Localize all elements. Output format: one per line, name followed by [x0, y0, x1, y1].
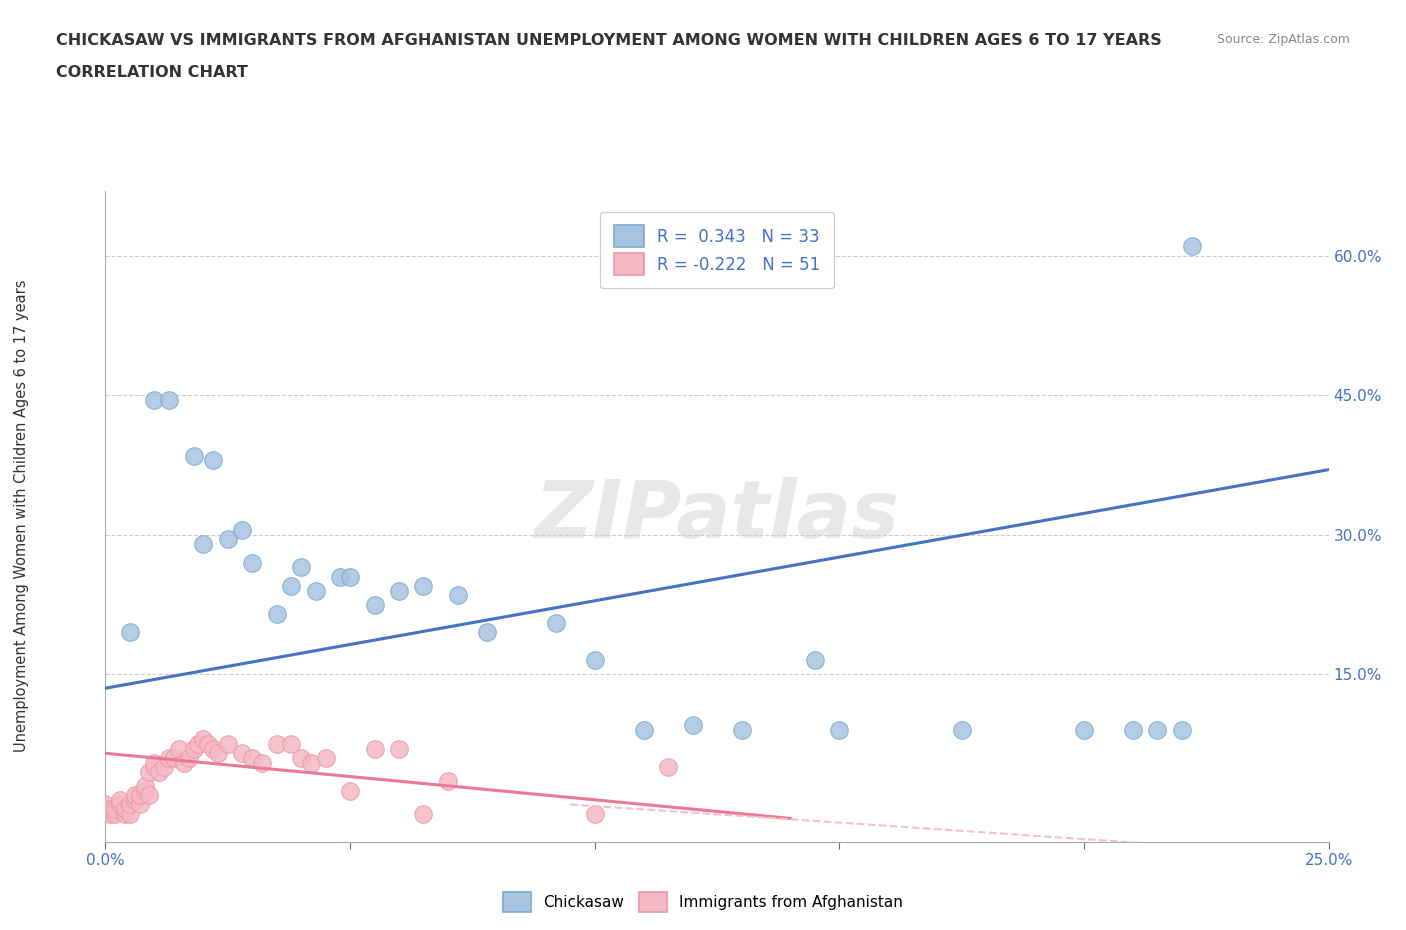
Legend: Chickasaw, Immigrants from Afghanistan: Chickasaw, Immigrants from Afghanistan	[498, 886, 908, 918]
Point	[1073, 723, 1095, 737]
Point	[804, 653, 827, 668]
Point	[167, 741, 190, 756]
Point	[183, 448, 205, 463]
Point	[157, 751, 180, 765]
Point	[240, 555, 263, 570]
Point	[583, 806, 606, 821]
Point	[98, 806, 121, 821]
Point	[143, 760, 166, 775]
Point	[153, 760, 176, 775]
Point	[104, 806, 127, 821]
Point	[143, 392, 166, 407]
Point	[475, 625, 498, 640]
Point	[339, 783, 361, 798]
Text: Unemployment Among Women with Children Ages 6 to 17 years: Unemployment Among Women with Children A…	[14, 280, 28, 752]
Point	[108, 797, 131, 812]
Point	[1171, 723, 1194, 737]
Text: CHICKASAW VS IMMIGRANTS FROM AFGHANISTAN UNEMPLOYMENT AMONG WOMEN WITH CHILDREN : CHICKASAW VS IMMIGRANTS FROM AFGHANISTAN…	[56, 33, 1161, 47]
Point	[202, 453, 225, 468]
Point	[134, 783, 156, 798]
Point	[657, 760, 679, 775]
Point	[207, 746, 229, 761]
Point	[124, 788, 146, 803]
Point	[231, 746, 253, 761]
Point	[388, 741, 411, 756]
Point	[128, 797, 150, 812]
Point	[183, 741, 205, 756]
Point	[114, 806, 136, 821]
Point	[950, 723, 973, 737]
Point	[202, 741, 225, 756]
Point	[118, 806, 141, 821]
Point	[315, 751, 337, 765]
Point	[250, 755, 273, 770]
Point	[124, 792, 146, 807]
Point	[98, 802, 121, 817]
Point	[148, 764, 170, 779]
Point	[363, 597, 385, 612]
Point	[134, 778, 156, 793]
Text: CORRELATION CHART: CORRELATION CHART	[56, 65, 247, 80]
Point	[1181, 239, 1204, 254]
Point	[583, 653, 606, 668]
Point	[217, 737, 239, 751]
Point	[412, 578, 434, 593]
Point	[138, 764, 160, 779]
Point	[231, 523, 253, 538]
Point	[280, 737, 302, 751]
Point	[266, 737, 288, 751]
Point	[240, 751, 263, 765]
Point	[682, 718, 704, 733]
Point	[290, 560, 312, 575]
Point	[187, 737, 209, 751]
Point	[193, 732, 215, 747]
Point	[157, 392, 180, 407]
Point	[128, 788, 150, 803]
Point	[290, 751, 312, 765]
Point	[1146, 723, 1168, 737]
Point	[217, 532, 239, 547]
Point	[197, 737, 219, 751]
Point	[173, 755, 195, 770]
Point	[305, 583, 328, 598]
Point	[437, 774, 460, 789]
Point	[108, 792, 131, 807]
Point	[339, 569, 361, 584]
Point	[447, 588, 470, 603]
Point	[730, 723, 752, 737]
Point	[193, 537, 215, 551]
Point	[138, 788, 160, 803]
Text: ZIPatlas: ZIPatlas	[534, 477, 900, 555]
Point	[1122, 723, 1144, 737]
Point	[118, 797, 141, 812]
Point	[143, 755, 166, 770]
Point	[94, 797, 117, 812]
Point	[544, 616, 567, 631]
Point	[828, 723, 851, 737]
Point	[94, 802, 117, 817]
Point	[299, 755, 322, 770]
Point	[177, 751, 200, 765]
Point	[104, 802, 127, 817]
Legend: R =  0.343   N = 33, R = -0.222   N = 51: R = 0.343 N = 33, R = -0.222 N = 51	[600, 212, 834, 288]
Text: Source: ZipAtlas.com: Source: ZipAtlas.com	[1216, 33, 1350, 46]
Point	[118, 625, 141, 640]
Point	[266, 606, 288, 621]
Point	[633, 723, 655, 737]
Point	[329, 569, 352, 584]
Point	[280, 578, 302, 593]
Point	[114, 802, 136, 817]
Point	[412, 806, 434, 821]
Point	[163, 751, 186, 765]
Point	[388, 583, 411, 598]
Point	[363, 741, 385, 756]
